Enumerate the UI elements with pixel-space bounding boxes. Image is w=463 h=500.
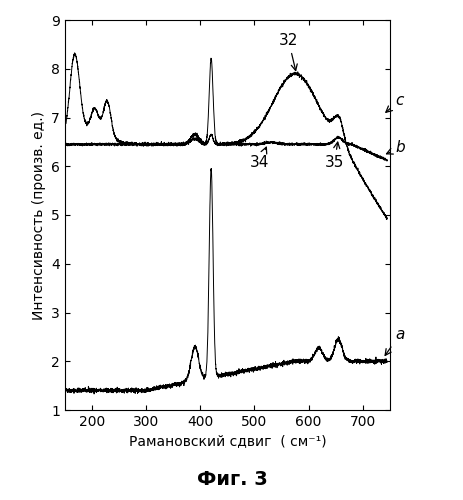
Y-axis label: Интенсивность (произв. ед.): Интенсивность (произв. ед.): [31, 110, 45, 320]
Text: Фиг. 3: Фиг. 3: [196, 470, 267, 489]
X-axis label: Рамановский сдвиг  ( см⁻¹): Рамановский сдвиг ( см⁻¹): [128, 434, 325, 448]
Text: 35: 35: [324, 142, 344, 170]
Text: a: a: [384, 327, 404, 356]
Text: 34: 34: [250, 147, 269, 170]
Text: 32: 32: [278, 33, 298, 70]
Text: c: c: [385, 93, 403, 112]
Text: b: b: [386, 140, 404, 155]
